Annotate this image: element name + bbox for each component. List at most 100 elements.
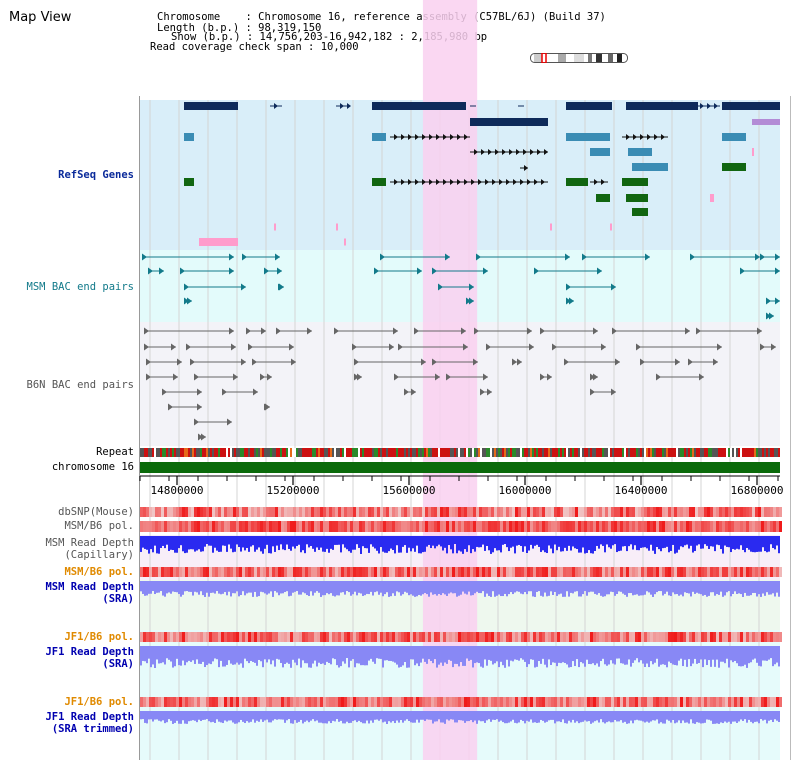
msm-depth-sra-bar <box>518 581 520 592</box>
msm-b6-pol-cell <box>452 521 455 532</box>
jf1-depth-trimmed-bar <box>428 711 430 720</box>
repeat-segment <box>592 448 594 457</box>
repeat-segment <box>762 448 764 457</box>
jf1-b6-pol-cell <box>566 697 569 707</box>
label-b6n-bac[interactable]: B6N BAC end pairs <box>26 379 134 391</box>
jf1-depth-trimmed-bar <box>378 711 380 721</box>
msm-depth-sra-bar <box>598 581 600 594</box>
jf1-depth-trimmed-bar <box>766 711 768 724</box>
feature-arrow <box>457 134 461 140</box>
label-jf1-depth-trimmed-1[interactable]: JF1 Read Depth <box>45 711 134 723</box>
repeat-segment <box>338 448 340 457</box>
jf1-b6-pol-cell <box>728 632 731 642</box>
jf1-depth-trimmed-bar <box>148 711 150 720</box>
msm-b6-pol-cell <box>512 521 515 532</box>
msm-depth-capillary-bar <box>600 536 602 545</box>
repeat-segment <box>226 448 228 457</box>
bac-end-marker <box>690 253 695 261</box>
jf1-depth-sra-bar <box>778 646 780 667</box>
jf1-depth-trimmed-bar <box>162 711 164 721</box>
repeat-segment <box>524 448 526 457</box>
jf1-b6-pol-cell <box>140 632 143 642</box>
jf1-b6-pol-cell <box>389 697 392 707</box>
refseq-gene-block <box>550 223 552 231</box>
label-msm-b6-pol-2[interactable]: MSM/B6 pol. <box>64 566 134 578</box>
jf1-depth-sra-bar <box>692 646 694 664</box>
msm-b6-pol-cell <box>551 521 554 532</box>
jf1-depth-sra-bar <box>756 646 758 663</box>
msm-depth-sra-bar <box>376 581 378 592</box>
label-msm-depth-capillary-1[interactable]: MSM Read Depth <box>45 537 134 549</box>
label-repeat[interactable]: Repeat <box>96 446 134 458</box>
jf1-depth-sra-bar <box>392 646 394 662</box>
msm-depth-capillary-bar <box>634 536 636 546</box>
dbsnp-cell <box>200 507 203 517</box>
msm-depth-sra-bar <box>346 581 348 592</box>
msm-depth-capillary-bar <box>466 536 468 552</box>
repeat-segment <box>508 448 510 457</box>
repeat-segment <box>690 448 692 457</box>
msm-depth-sra-bar <box>430 581 432 593</box>
jf1-depth-sra-bar <box>488 646 490 660</box>
jf1-depth-sra-bar <box>140 646 142 666</box>
msm-depth-sra-bar <box>366 581 368 594</box>
jf1-depth-sra-bar <box>376 646 378 659</box>
repeat-segment <box>574 448 576 457</box>
msm-depth-capillary-bar <box>594 536 596 551</box>
msm-depth-capillary-bar <box>608 536 610 548</box>
bac-end-marker <box>374 267 379 275</box>
jf1-depth-trimmed-bar <box>392 711 394 722</box>
jf1-depth-trimmed-bar <box>724 711 726 722</box>
msm-depth-sra-bar <box>744 581 746 593</box>
jf1-depth-sra-bar <box>544 646 546 665</box>
msm-depth-capillary-bar <box>244 536 246 551</box>
repeat-segment <box>702 448 704 457</box>
label-jf1-b6-pol[interactable]: JF1/B6 pol. <box>64 631 134 643</box>
repeat-segment <box>610 448 612 457</box>
label-jf1-depth-sra-2[interactable]: (SRA) <box>102 658 134 670</box>
msm-b6-pol-cell <box>203 567 206 577</box>
jf1-b6-pol-cell <box>221 697 224 707</box>
msm-depth-sra-bar <box>730 581 732 597</box>
label-msm-depth-sra-1[interactable]: MSM Read Depth <box>45 581 134 593</box>
msm-depth-sra-bar <box>534 581 536 597</box>
label-jf1-depth-trimmed-2[interactable]: (SRA trimmed) <box>51 723 134 735</box>
label-refseq-genes[interactable]: RefSeq Genes <box>58 169 134 181</box>
jf1-depth-sra-bar <box>482 646 484 668</box>
jf1-depth-sra-bar <box>616 646 618 659</box>
jf1-b6-pol-cell <box>584 632 587 642</box>
chromosome-ideogram[interactable] <box>530 53 628 63</box>
msm-depth-sra-bar <box>590 581 592 592</box>
msm-depth-sra-bar <box>290 581 292 596</box>
jf1-depth-trimmed-bar <box>318 711 320 723</box>
repeat-segment <box>142 448 144 457</box>
label-dbsnp[interactable]: dbSNP(Mouse) <box>58 506 134 518</box>
label-jf1-depth-sra-1[interactable]: JF1 Read Depth <box>45 646 134 658</box>
label-msm-bac[interactable]: MSM BAC end pairs <box>26 281 134 293</box>
dbsnp-cell <box>227 507 230 517</box>
msm-depth-capillary-bar <box>400 536 402 553</box>
msm-depth-capillary-bar <box>678 536 680 550</box>
msm-b6-pol-cell <box>260 567 263 577</box>
jf1-depth-sra-bar <box>290 646 292 668</box>
label-msm-depth-sra-2[interactable]: (SRA) <box>102 593 134 605</box>
jf1-depth-sra-bar <box>476 646 478 663</box>
repeat-segment <box>386 448 388 457</box>
msm-b6-pol-cell <box>719 567 722 577</box>
bac-end-marker <box>421 358 426 366</box>
jf1-b6-pol-cell <box>194 632 197 642</box>
msm-b6-pol-cell <box>419 567 422 577</box>
label-msm-b6-pol[interactable]: MSM/B6 pol. <box>64 520 134 532</box>
msm-depth-sra-bar <box>174 581 176 592</box>
repeat-segment <box>644 448 646 457</box>
bac-end-marker <box>146 373 151 381</box>
label-jf1-b6-pol-2[interactable]: JF1/B6 pol. <box>64 696 134 708</box>
dbsnp-cell <box>779 507 782 517</box>
msm-b6-pol-cell <box>638 567 641 577</box>
repeat-segment <box>440 448 442 457</box>
label-chromosome[interactable]: chromosome 16 <box>51 461 134 473</box>
label-msm-depth-capillary-2[interactable]: (Capillary) <box>64 549 134 561</box>
msm-depth-sra-bar <box>746 581 748 596</box>
msm-depth-sra-bar <box>354 581 356 592</box>
